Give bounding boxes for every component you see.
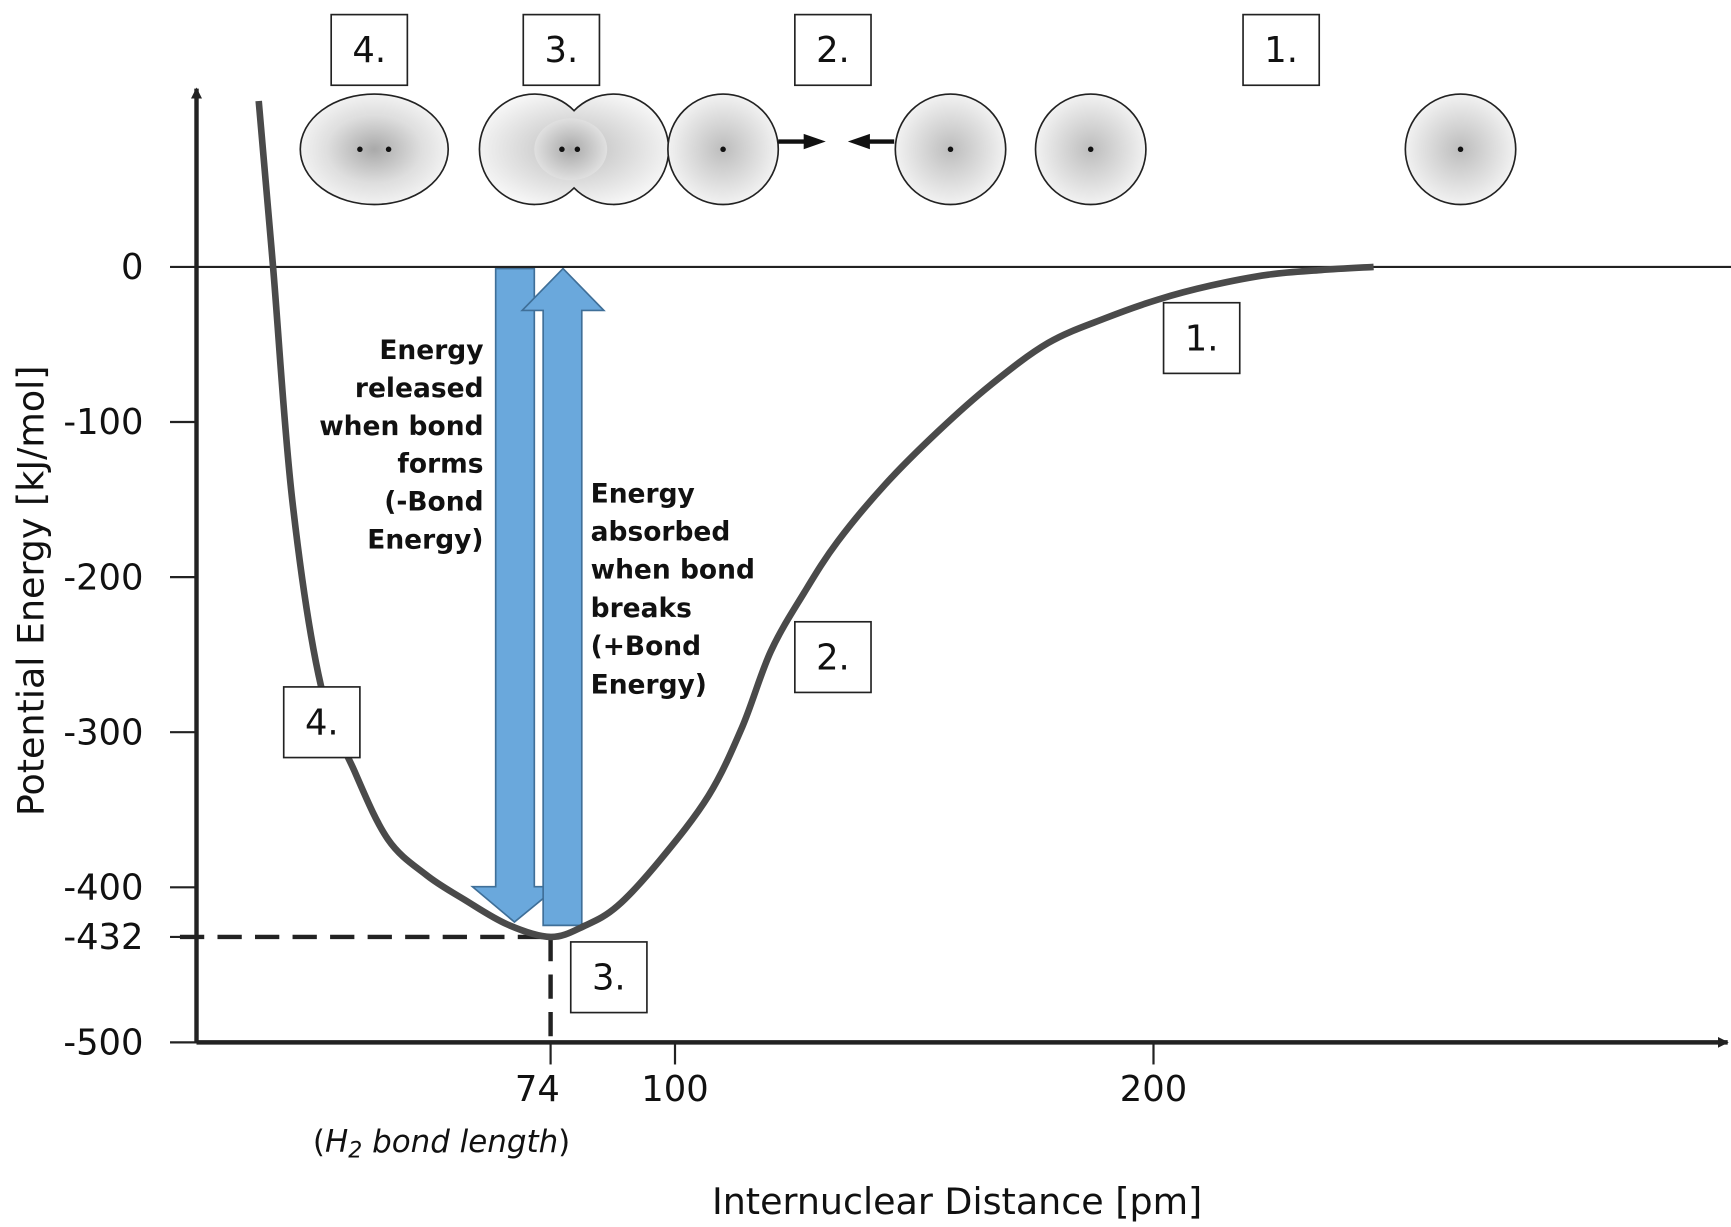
y-axis-title: Potential Energy [kJ/mol] (10, 366, 53, 817)
note-released-line: Energy) (367, 525, 483, 556)
nucleus (357, 147, 363, 153)
x-tick-label: 200 (1120, 1069, 1187, 1110)
stage-label: 4. (352, 30, 386, 71)
stage-label: 2. (816, 30, 850, 71)
atom-4-core (326, 114, 423, 185)
x-note-part: 2 (348, 1139, 362, 1164)
note-released-line: (-Bond (384, 487, 483, 518)
note-absorbed-line: when bond (591, 555, 755, 586)
note-released-line: forms (397, 449, 483, 480)
x-note-part: H (325, 1123, 348, 1159)
atom-3-core (534, 118, 607, 180)
stage-label: 3. (545, 30, 579, 71)
y-tick-label: -300 (63, 712, 143, 753)
y-tick-label: -100 (63, 402, 143, 443)
x-tick-label: 74 (515, 1069, 560, 1110)
note-absorbed-line: Energy) (591, 669, 707, 700)
y-tick-label: -432 (63, 917, 143, 958)
note-released-line: released (355, 373, 484, 404)
x-note-part: bond length (362, 1123, 558, 1159)
page: {"chart_data": { "type": "line", "x_labe… (0, 0, 1731, 1227)
approach-arrows (778, 134, 894, 149)
nucleus (948, 147, 954, 153)
nucleus (575, 147, 581, 153)
stage-label: 1. (1264, 30, 1298, 71)
x-note: (H2 bond length) (313, 1123, 570, 1163)
note-released-line: Energy (379, 335, 483, 366)
note-absorbed-line: absorbed (591, 517, 731, 548)
stage-label: 2. (816, 637, 850, 678)
stage-label: 1. (1185, 318, 1219, 359)
stage-label: 3. (592, 957, 626, 998)
y-tick-label: -400 (63, 868, 143, 909)
x-note-part: ) (558, 1123, 570, 1159)
atoms (300, 94, 1515, 204)
y-tick-label: -500 (63, 1023, 143, 1064)
nucleus (1458, 147, 1464, 153)
note-absorbed-line: Energy (591, 478, 695, 509)
x-note-part: ( (313, 1123, 325, 1159)
note-absorbed-line: (+Bond (591, 631, 702, 662)
note-absorbed-line: breaks (591, 593, 692, 624)
arrow-head (848, 134, 870, 149)
stage-label: 4. (305, 702, 339, 743)
nucleus (720, 147, 726, 153)
chart: Potential Energy [kJ/mol] Internuclear D… (0, 0, 1731, 1227)
nucleus (386, 147, 392, 153)
energy-curve (259, 101, 1374, 937)
x-axis-title: Internuclear Distance [pm] (712, 1180, 1202, 1223)
y-tick-label: 0 (121, 247, 143, 288)
arrow-head (804, 134, 826, 149)
nucleus (1088, 147, 1094, 153)
note-released-line: when bond (319, 411, 483, 442)
nucleus (559, 147, 565, 153)
y-tick-label: -200 (63, 557, 143, 598)
x-tick-label: 100 (641, 1069, 708, 1110)
